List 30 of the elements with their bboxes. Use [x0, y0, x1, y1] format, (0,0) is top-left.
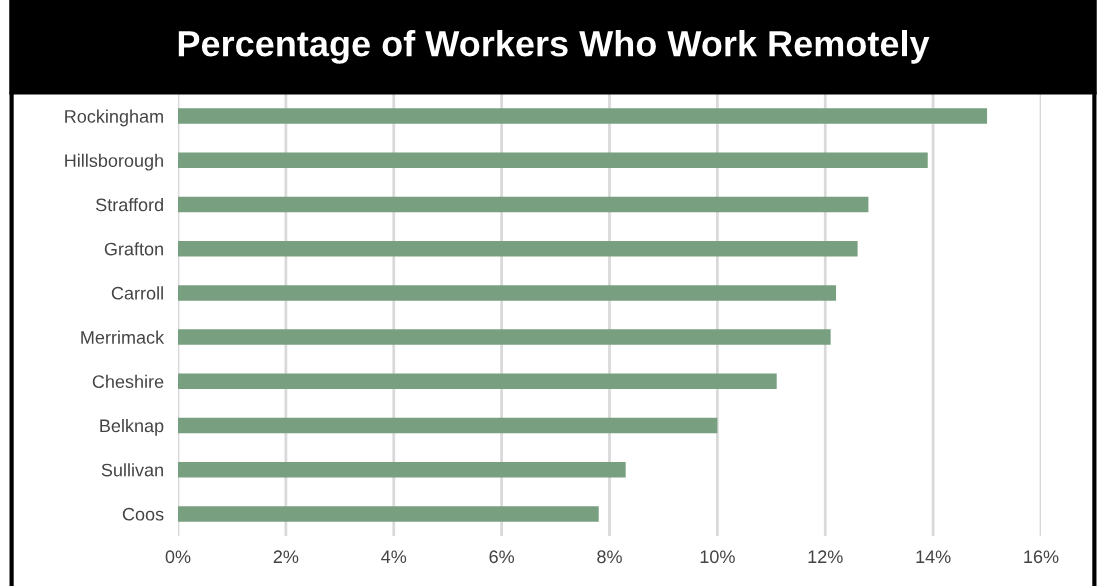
y-tick-label: Cheshire [92, 374, 164, 389]
x-tick-label: 8% [597, 550, 622, 564]
y-tick-label: Belknap [100, 418, 164, 436]
y-tick-label: Grafton [104, 242, 163, 256]
y-tick-label: Rockingham [65, 109, 163, 127]
y-tick-label: Merrimack [81, 330, 165, 344]
y-tick-label: Coos [122, 507, 164, 521]
y-tick-label: Carroll [111, 286, 163, 300]
x-tick-label: 4% [381, 550, 407, 564]
y-tick-label: Sullivan [101, 463, 163, 477]
x-tick-label: 14% [916, 550, 951, 564]
y-tick-label: Hillsborough [65, 153, 163, 171]
x-tick-label: 6% [489, 550, 515, 564]
x-tick-label: 2% [273, 550, 299, 564]
bar [178, 152, 928, 169]
bar [178, 329, 831, 345]
y-tick-label: Strafford [96, 197, 163, 212]
x-tick-label: 12% [808, 550, 843, 564]
x-tick-label: 0% [165, 550, 191, 564]
bar [178, 461, 626, 478]
bar [178, 108, 988, 124]
x-tick-label: 10% [700, 550, 735, 564]
bar [178, 240, 858, 257]
bar [178, 506, 599, 522]
bar [178, 285, 837, 301]
bar [178, 417, 718, 434]
x-tick-label: 16% [1024, 550, 1059, 564]
bar [178, 196, 869, 213]
bar [178, 373, 777, 390]
chart-title: Percentage of Workers Who Work Remotely [178, 29, 930, 64]
